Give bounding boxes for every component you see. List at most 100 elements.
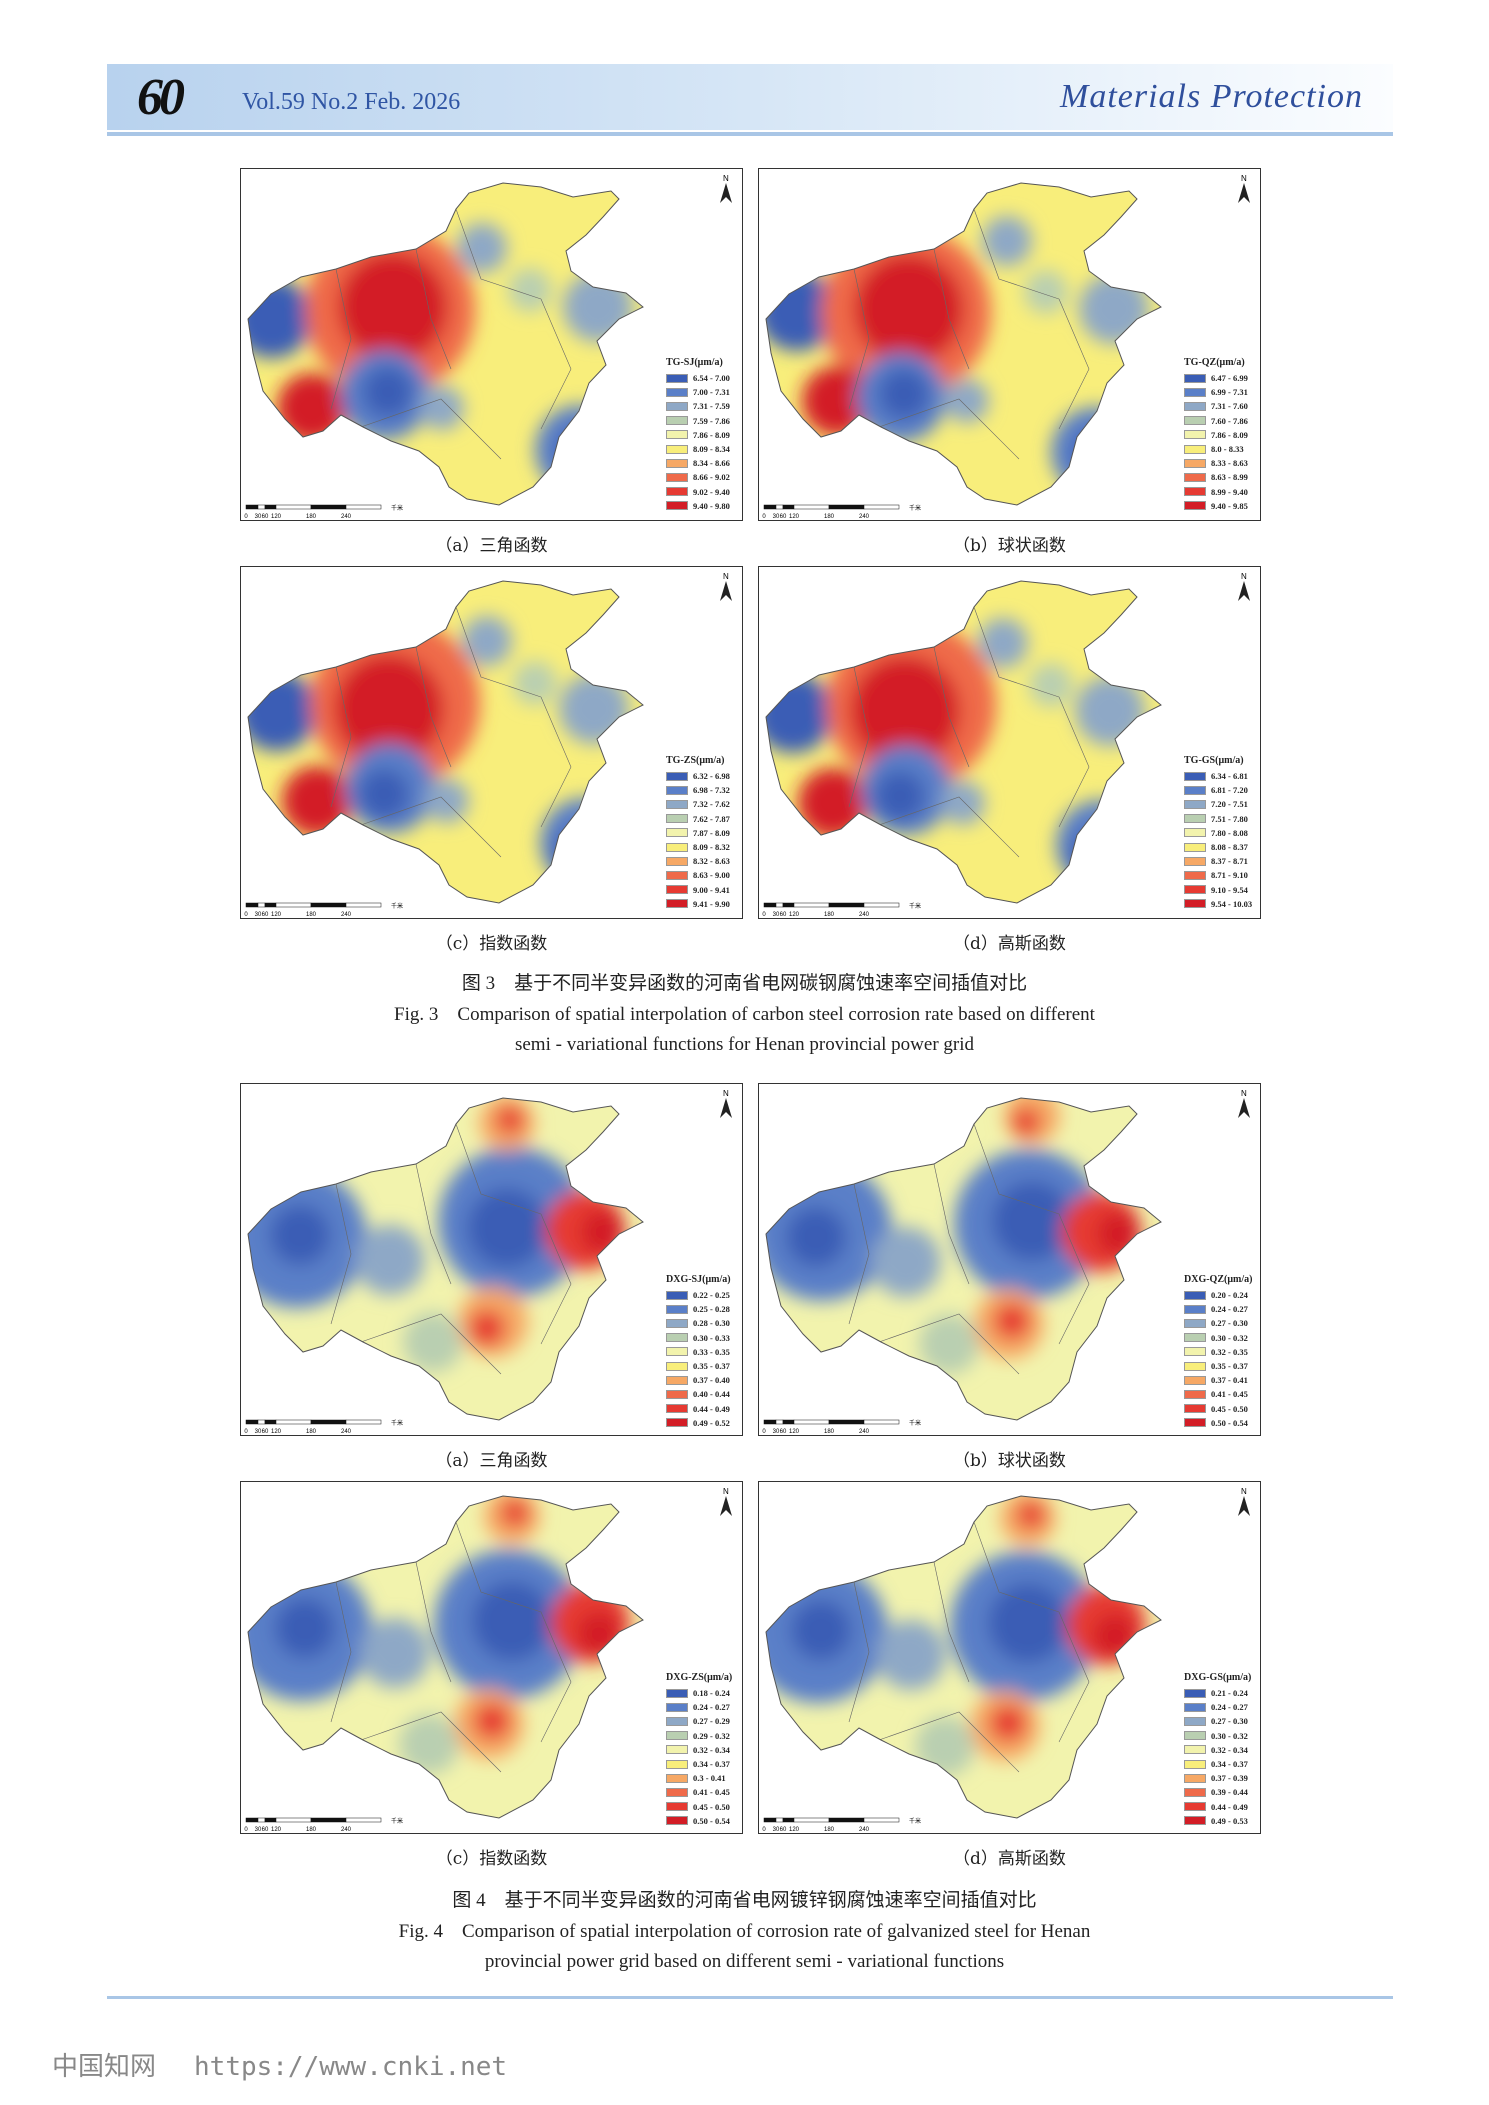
legend-item: 0.3 - 0.41 xyxy=(666,1771,738,1785)
legend-label: 0.24 - 0.27 xyxy=(1211,1304,1248,1315)
header-divider xyxy=(107,132,1393,136)
province-outline xyxy=(247,580,644,904)
svg-text:30: 30 xyxy=(773,514,780,520)
legend-swatch xyxy=(666,1304,688,1314)
city-boundary xyxy=(878,1313,1020,1375)
svg-text:120: 120 xyxy=(271,1827,282,1833)
north-arrow-icon: N xyxy=(1238,1089,1250,1118)
legend-title: DXG-QZ(μm/a) xyxy=(1184,1274,1253,1285)
legend-label: 0.27 - 0.30 xyxy=(1211,1716,1248,1727)
legend-item: 8.0 - 8.33 xyxy=(1184,442,1256,456)
legend-label: 0.44 - 0.49 xyxy=(693,1403,730,1414)
legend-label: 0.34 - 0.37 xyxy=(1211,1759,1248,1770)
scale-bar: 0 30 60 120 180 240 千米 xyxy=(762,1817,921,1833)
legend-label: 7.60 - 7.86 xyxy=(1211,415,1248,426)
legend-swatch xyxy=(666,401,688,411)
contour-zone xyxy=(513,661,557,705)
contour-zone xyxy=(496,1106,524,1134)
north-arrow-icon: N xyxy=(720,174,732,203)
legend-label: 6.34 - 6.81 xyxy=(1211,771,1248,782)
city-boundary xyxy=(848,1581,870,1723)
legend-label: 8.0 - 8.33 xyxy=(1211,444,1244,455)
svg-text:30: 30 xyxy=(773,912,780,918)
fig3-caption-en-1: Fig. 3 Comparison of spatial interpolati… xyxy=(394,1004,1095,1025)
svg-text:180: 180 xyxy=(306,1429,317,1435)
legend-label: 7.86 - 8.09 xyxy=(693,429,730,440)
city-boundary xyxy=(540,1213,572,1345)
contour-zone xyxy=(798,768,868,838)
legend-label: 0.41 - 0.45 xyxy=(693,1787,730,1798)
svg-text:千米: 千米 xyxy=(909,1419,921,1427)
contour-zone xyxy=(1024,270,1068,314)
legend-item: 0.29 - 0.32 xyxy=(666,1729,738,1743)
svg-text:0: 0 xyxy=(762,1429,766,1435)
map-legend: DXG-ZS(μm/a) 0.18 - 0.24 0.24 - 0.27 0.27 -… xyxy=(666,1672,738,1828)
svg-text:0: 0 xyxy=(244,514,248,520)
contour-zone xyxy=(577,1612,621,1656)
legend-item: 7.87 - 8.09 xyxy=(666,826,738,840)
svg-text:N: N xyxy=(1241,174,1247,183)
legend-label: 8.37 - 8.71 xyxy=(1211,856,1248,867)
legend-label: 9.10 - 9.54 xyxy=(1211,884,1248,895)
legend-item: 9.41 - 9.90 xyxy=(666,897,738,911)
legend-swatch xyxy=(666,1290,688,1300)
city-boundary xyxy=(360,796,502,858)
legend-label: 0.21 - 0.24 xyxy=(1211,1688,1248,1699)
legend-label: 9.41 - 9.90 xyxy=(693,898,730,909)
site-url[interactable]: https://www.cnki.net xyxy=(194,2052,508,2082)
legend-swatch xyxy=(666,1389,688,1399)
legend-item: 7.86 - 8.09 xyxy=(666,428,738,442)
legend-title: TG-GS(μm/a) xyxy=(1184,755,1244,766)
legend-item: 7.31 - 7.59 xyxy=(666,399,738,413)
city-boundary xyxy=(540,1611,572,1743)
svg-text:240: 240 xyxy=(859,912,870,918)
legend-swatch xyxy=(1184,501,1206,511)
legend-label: 9.54 - 10.03 xyxy=(1211,898,1253,909)
legend-item: 0.50 - 0.54 xyxy=(1184,1416,1256,1430)
north-arrow-icon: N xyxy=(1238,572,1250,601)
legend-swatch xyxy=(1184,1333,1206,1343)
svg-text:30: 30 xyxy=(255,514,262,520)
city-boundary xyxy=(933,1561,970,1683)
svg-text:0: 0 xyxy=(762,912,766,918)
contour-zone xyxy=(1079,274,1149,344)
city-boundary xyxy=(455,606,542,698)
contour-zone xyxy=(994,1303,1030,1339)
legend-item: 0.30 - 0.33 xyxy=(666,1331,738,1345)
svg-text:N: N xyxy=(723,174,729,183)
legend-swatch xyxy=(666,771,688,781)
city-boundary xyxy=(330,666,352,808)
legend-label: 9.02 - 9.40 xyxy=(693,486,730,497)
legend-item: 0.28 - 0.30 xyxy=(666,1316,738,1330)
city-boundary xyxy=(973,606,1060,698)
city-boundary xyxy=(973,1521,1060,1613)
legend-swatch xyxy=(666,1731,688,1741)
svg-text:30: 30 xyxy=(773,1827,780,1833)
subfigure-label: （a）三角函数 xyxy=(435,536,548,556)
svg-text:240: 240 xyxy=(859,514,870,520)
svg-text:N: N xyxy=(1241,572,1247,581)
svg-text:240: 240 xyxy=(341,1429,352,1435)
legend-label: 0.34 - 0.37 xyxy=(693,1759,730,1770)
legend-label: 8.99 - 9.40 xyxy=(1211,486,1248,497)
legend-item: 6.47 - 6.99 xyxy=(1184,371,1256,385)
subfigure-label: （d）高斯函数 xyxy=(953,934,1066,954)
legend-swatch xyxy=(666,1347,688,1357)
interpolation-map: N 0 30 60 120 180 240 千米 xyxy=(244,174,732,520)
legend-label: 0.24 - 0.27 xyxy=(693,1702,730,1713)
city-boundary xyxy=(848,1183,870,1325)
contour-zone xyxy=(919,1314,979,1374)
svg-text:N: N xyxy=(1241,1487,1247,1496)
legend-swatch xyxy=(666,785,688,795)
legend-label: 0.50 - 0.54 xyxy=(1211,1417,1248,1428)
city-boundary xyxy=(330,1183,352,1325)
svg-text:120: 120 xyxy=(789,514,800,520)
svg-text:N: N xyxy=(1241,1089,1247,1098)
legend-item: 6.32 - 6.98 xyxy=(666,769,738,783)
legend-label: 8.09 - 8.34 xyxy=(693,444,730,455)
interpolation-map: N 0 30 60 120 180 240 千米 xyxy=(762,174,1250,520)
svg-text:240: 240 xyxy=(341,1827,352,1833)
legend-label: 0.37 - 0.41 xyxy=(1211,1375,1248,1386)
legend-item: 8.71 - 9.10 xyxy=(1184,868,1256,882)
legend-label: 7.00 - 7.31 xyxy=(693,387,730,398)
